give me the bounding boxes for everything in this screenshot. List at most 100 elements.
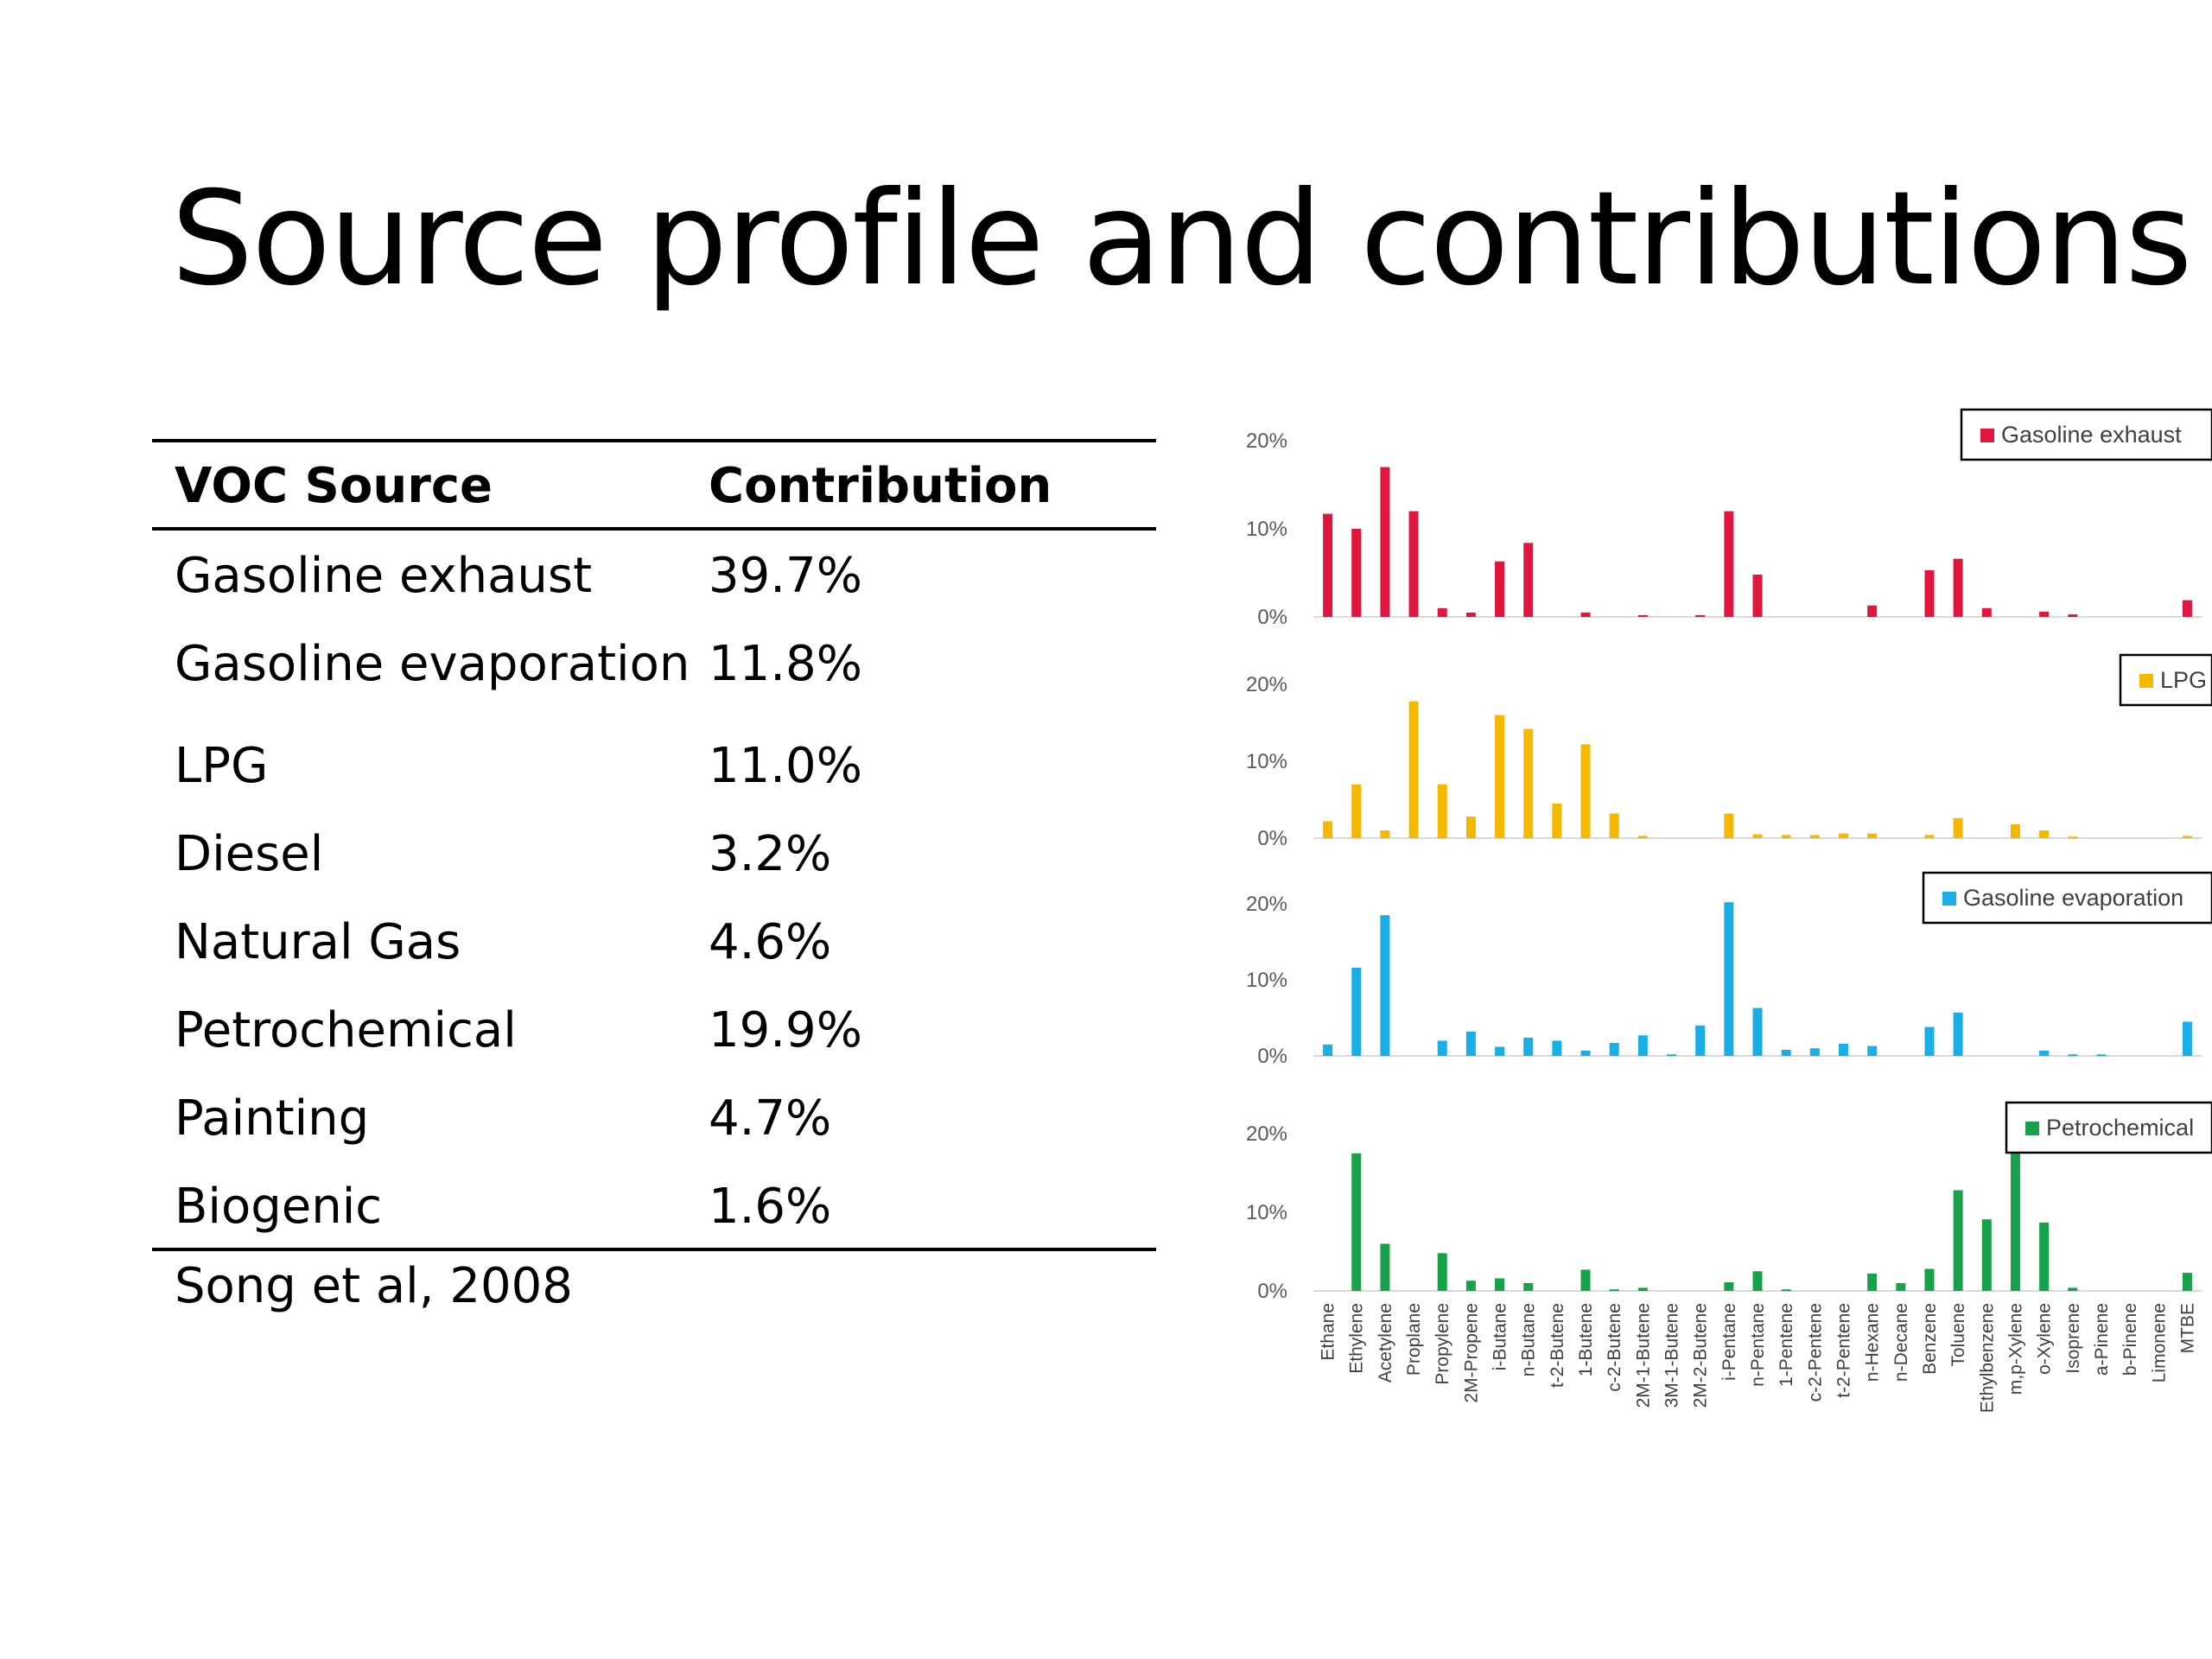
bar xyxy=(1437,607,1447,617)
bar xyxy=(2182,1021,2192,1056)
bar xyxy=(1752,834,1763,838)
bar xyxy=(1552,803,1562,838)
slide-title: Source profile and contributions xyxy=(171,164,2192,315)
citation: Song et al, 2008 xyxy=(175,1258,573,1314)
x-tick-label: 1-Pentene xyxy=(1777,1303,1796,1387)
bar xyxy=(1924,1027,1935,1056)
bar xyxy=(1752,1271,1763,1291)
table-top-rule xyxy=(152,439,1156,442)
bar xyxy=(1867,1273,1878,1291)
row-source: Natural Gas xyxy=(175,914,461,970)
y-tick-label: 10% xyxy=(1246,969,1287,992)
y-tick-label: 10% xyxy=(1246,750,1287,773)
y-tick-label: 0% xyxy=(1257,827,1287,850)
bar xyxy=(2068,613,2078,617)
bar xyxy=(2096,1054,2107,1057)
x-tick-label: Propylene xyxy=(1433,1303,1452,1385)
x-tick-label: Ethylene xyxy=(1347,1303,1367,1374)
x-tick-label: Toluene xyxy=(1948,1303,1968,1367)
row-contribution: 4.6% xyxy=(709,914,832,970)
x-tick-label: t-2-Butene xyxy=(1548,1303,1567,1388)
bar xyxy=(1380,467,1390,617)
y-tick-label: 0% xyxy=(1257,606,1287,629)
x-tick-label: a-Pinene xyxy=(2092,1303,2112,1376)
bar xyxy=(1609,813,1619,838)
bar xyxy=(1609,1289,1619,1292)
bar xyxy=(1809,835,1820,838)
bar xyxy=(2039,611,2050,617)
bar xyxy=(1408,511,1419,617)
legend-swatch xyxy=(1942,892,1956,906)
x-tick-label: i-Pentane xyxy=(1719,1303,1739,1381)
bar xyxy=(1580,744,1591,838)
table-bottom-rule xyxy=(152,1248,1156,1251)
row-source: LPG xyxy=(175,738,269,794)
y-tick-label: 0% xyxy=(1257,1045,1287,1068)
bar xyxy=(1465,1281,1476,1291)
x-tick-label: Limonene xyxy=(2149,1303,2169,1382)
row-source: Painting xyxy=(175,1090,370,1147)
bar xyxy=(1781,1049,1791,1056)
bar xyxy=(1523,1037,1534,1056)
y-tick-label: 20% xyxy=(1246,893,1287,916)
row-contribution: 11.0% xyxy=(709,738,862,794)
x-tick-label: t-2-Pentene xyxy=(1834,1303,1853,1398)
bar xyxy=(2068,1054,2078,1057)
bar xyxy=(1351,967,1362,1056)
x-tick-label: Isoprene xyxy=(2063,1303,2083,1374)
bar xyxy=(1609,1043,1619,1056)
bar xyxy=(2182,1273,2192,1291)
bar xyxy=(1580,612,1591,617)
bar xyxy=(1896,1282,1906,1291)
legend-box xyxy=(1960,408,2212,461)
bar xyxy=(1437,1040,1447,1056)
row-contribution: 1.6% xyxy=(709,1179,832,1235)
source-profile-svg: 0% 10% 20% Gasoline exhaust 0% 10% 20% LPG 0% 10%… xyxy=(1246,408,2212,1413)
legend-box xyxy=(2005,1101,2212,1154)
bar xyxy=(1953,1012,1963,1056)
bar xyxy=(1924,1268,1935,1291)
bar xyxy=(2182,836,2192,838)
legend-box xyxy=(2119,653,2212,707)
bar xyxy=(1523,728,1534,838)
bar xyxy=(1752,1007,1763,1056)
x-tick-label: Ethylbenzene xyxy=(1977,1303,1997,1413)
bar xyxy=(2068,1287,2078,1291)
x-tick-label: Acetylene xyxy=(1376,1303,1395,1382)
y-tick-label: 0% xyxy=(1257,1280,1287,1303)
x-tick-label: 2M-Propene xyxy=(1461,1303,1481,1403)
bar xyxy=(1752,575,1763,617)
bar xyxy=(1552,1040,1562,1056)
bar xyxy=(1351,529,1362,617)
bar xyxy=(1781,835,1791,838)
row-contribution: 3.2% xyxy=(709,826,832,882)
bar xyxy=(1924,569,1935,617)
bar xyxy=(2039,1050,2050,1056)
bar xyxy=(1580,1050,1591,1056)
bar xyxy=(1838,1043,1848,1056)
legend-label: Gasoline evaporation xyxy=(1963,885,2183,911)
x-tick-label: MTBE xyxy=(2177,1303,2197,1353)
bar xyxy=(1724,511,1734,617)
bar xyxy=(1380,830,1390,838)
bar xyxy=(1495,1046,1505,1056)
bar xyxy=(1465,817,1476,838)
x-tick-label: Proplane xyxy=(1404,1303,1424,1376)
x-tick-label: b-Pinene xyxy=(2120,1303,2140,1376)
row-contribution: 4.7% xyxy=(709,1090,832,1147)
x-tick-label: 2M-1-Butene xyxy=(1633,1303,1653,1408)
y-tick-label: 10% xyxy=(1246,1201,1287,1224)
bar xyxy=(2010,1134,2020,1291)
bar xyxy=(1695,1025,1706,1056)
bar xyxy=(1724,813,1734,838)
bar xyxy=(2039,1222,2050,1291)
x-tick-label: Ethane xyxy=(1319,1303,1338,1361)
x-tick-label: c-2-Pentene xyxy=(1805,1303,1825,1402)
header-voc-source: VOC Source xyxy=(175,458,493,514)
row-source: Petrochemical xyxy=(175,1002,517,1058)
bar xyxy=(1323,513,1333,617)
bar xyxy=(2068,836,2078,839)
bar xyxy=(1867,605,1878,617)
legend-swatch xyxy=(1980,429,1994,442)
x-tick-label: 2M-2-Butene xyxy=(1691,1303,1711,1408)
